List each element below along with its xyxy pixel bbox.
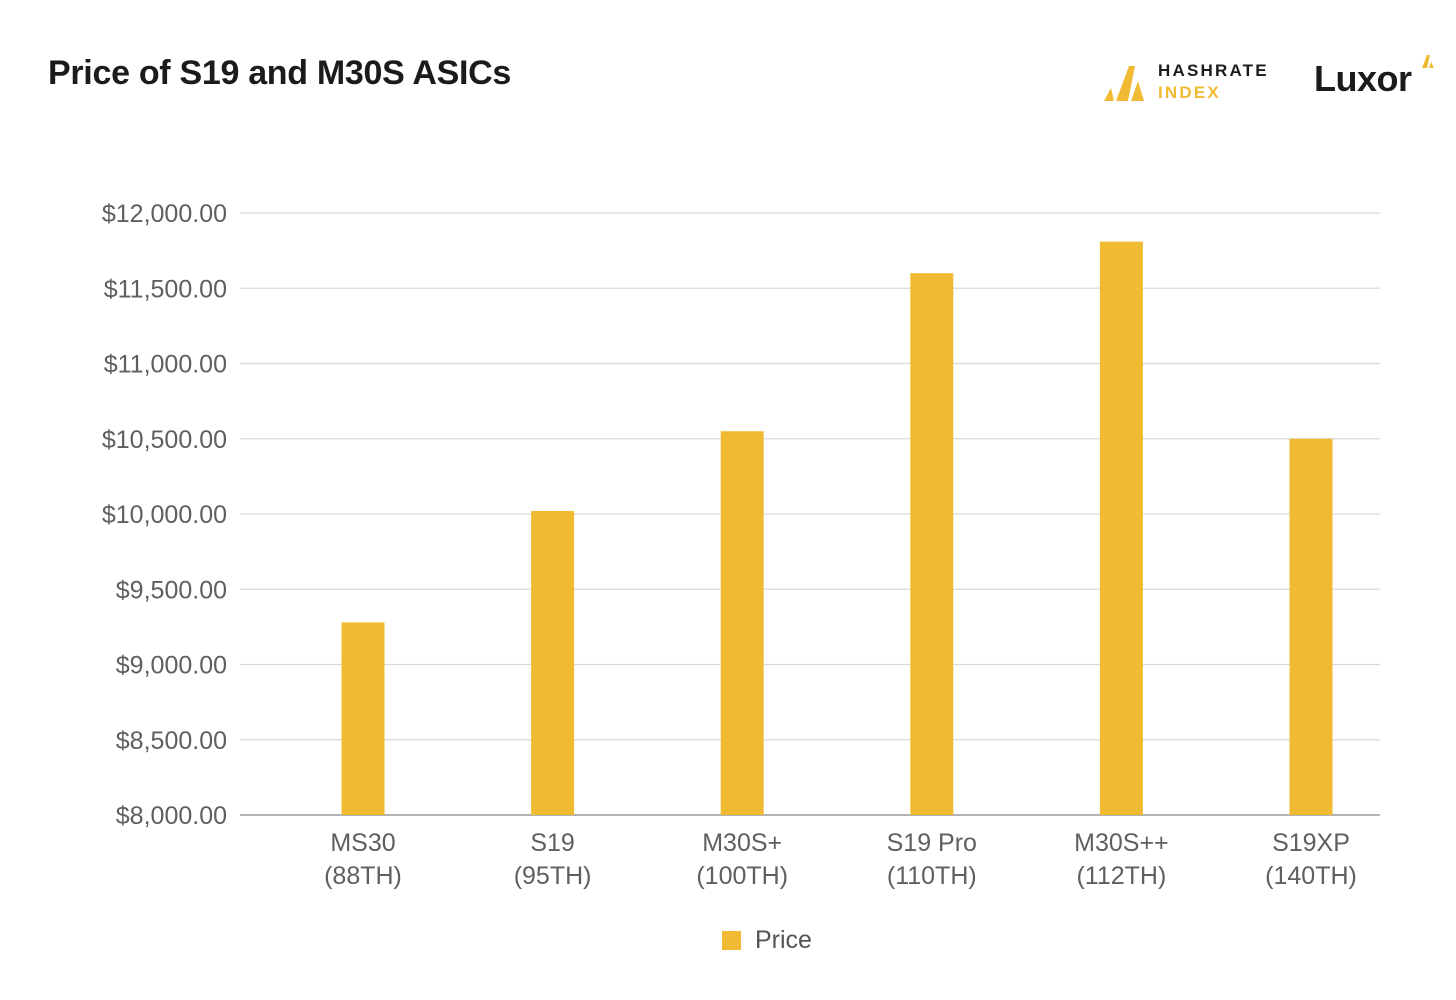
luxor-logo-text: Luxor	[1314, 58, 1412, 99]
x-tick-label: M30S++	[1074, 829, 1169, 857]
hashrate-index-text-line1: HASHRATE	[1158, 61, 1269, 80]
chart-title: Price of S19 and M30S ASICs	[48, 54, 512, 92]
bar	[720, 431, 764, 815]
y-tick-label: $9,000.00	[116, 652, 227, 680]
bar	[531, 510, 575, 815]
x-tick-label: (100TH)	[696, 862, 788, 890]
luxor-logo-icon	[1422, 55, 1434, 68]
x-tick-label: (95TH)	[514, 862, 592, 890]
x-tick-label: S19	[530, 829, 574, 857]
y-tick-label: $11,000.00	[104, 351, 227, 379]
legend: Price	[722, 925, 812, 955]
bar	[341, 622, 385, 815]
x-tick-label: (140TH)	[1265, 862, 1357, 890]
y-tick-label: $8,000.00	[116, 802, 227, 830]
y-tick-label: $11,500.00	[104, 275, 227, 303]
x-tick-label: MS30	[330, 829, 395, 857]
y-tick-label: $9,500.00	[116, 576, 227, 604]
x-tick-label: (112TH)	[1076, 862, 1166, 890]
hashrate-index-logo: HASHRATE INDEX	[1102, 60, 1292, 106]
bar	[1289, 438, 1333, 815]
bar	[910, 273, 954, 815]
bar	[1099, 241, 1143, 816]
x-tick-label: S19 Pro	[887, 829, 977, 857]
x-tick-label: (88TH)	[324, 862, 402, 890]
legend-label: Price	[755, 925, 812, 954]
legend-swatch	[722, 930, 741, 950]
x-tick-label: M30S+	[702, 829, 782, 857]
hashrate-index-text-line2: INDEX	[1158, 83, 1221, 102]
hashrate-index-logo-icon	[1104, 66, 1144, 101]
y-tick-label: $10,500.00	[102, 426, 227, 454]
x-tick-label: (110TH)	[887, 862, 977, 890]
x-tick-label: S19XP	[1272, 829, 1350, 857]
y-tick-label: $10,000.00	[102, 501, 227, 529]
luxor-logo: Luxor	[1314, 55, 1434, 104]
y-tick-label: $8,500.00	[116, 727, 227, 755]
y-tick-label: $12,000.00	[102, 200, 227, 228]
